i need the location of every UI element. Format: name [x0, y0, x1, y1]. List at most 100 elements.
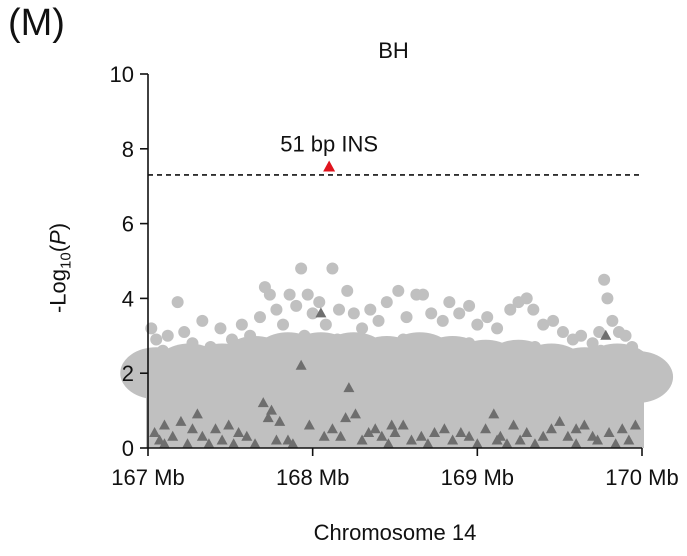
indel-point — [186, 423, 198, 434]
indel-point — [343, 382, 355, 393]
indel-point — [326, 423, 338, 434]
snp-point — [479, 352, 492, 365]
indel-point — [349, 408, 361, 419]
chart-title: BH — [378, 38, 409, 63]
snp-point — [481, 311, 494, 324]
indel-point — [287, 438, 299, 449]
snp-point — [520, 292, 533, 305]
indel-point — [363, 427, 375, 438]
indel-point — [303, 419, 315, 430]
y-tick-label: 0 — [122, 436, 134, 461]
indel-point — [501, 438, 513, 449]
indel-point — [429, 427, 441, 438]
indel-point — [480, 423, 492, 434]
snp-point — [593, 326, 606, 339]
indel-point — [610, 438, 622, 449]
indel-point — [514, 434, 526, 445]
snp-point — [214, 322, 227, 335]
x-tick-label: 168 Mb — [276, 465, 349, 490]
indel-point — [554, 415, 566, 426]
indel-point — [592, 434, 604, 445]
indel-point — [438, 423, 450, 434]
snp-point — [347, 307, 360, 320]
snp-point — [150, 333, 163, 346]
snp-point — [186, 337, 199, 350]
indel-point — [315, 307, 327, 318]
indel-point — [629, 419, 641, 430]
indel-point — [257, 397, 269, 408]
indel-point — [397, 419, 409, 430]
snp-point — [632, 352, 645, 365]
snp-point — [453, 307, 466, 320]
indel-point — [295, 359, 307, 370]
snp-point — [171, 296, 184, 309]
indel-point — [158, 419, 170, 430]
snp-point — [333, 303, 346, 316]
indel-point — [386, 419, 398, 430]
snp-point — [306, 307, 319, 320]
indel-point — [529, 438, 541, 449]
snp-point — [504, 303, 517, 316]
snp-point — [341, 284, 354, 297]
snp-point — [598, 273, 611, 286]
x-axis-label: Chromosome 14 — [313, 520, 477, 545]
snp-point — [528, 341, 541, 354]
snp-point — [380, 296, 393, 309]
indel-point — [149, 427, 161, 438]
indel-point — [623, 434, 635, 445]
indel-point — [570, 423, 582, 434]
snp-point — [547, 314, 560, 327]
snp-point — [601, 292, 614, 305]
indel-point — [241, 430, 253, 441]
indel-point — [203, 438, 215, 449]
snp-point — [253, 311, 266, 324]
snp-point — [281, 348, 294, 361]
indel-point — [270, 434, 282, 445]
snp-point — [244, 329, 257, 342]
indel-point — [282, 434, 294, 445]
snp-point — [627, 363, 640, 376]
indel-point — [182, 438, 194, 449]
indel-point — [233, 427, 245, 438]
x-tick-label: 169 Mb — [441, 465, 514, 490]
snp-point — [619, 329, 632, 342]
snp-point — [578, 359, 591, 372]
snp-point — [145, 322, 158, 335]
snp-point — [586, 337, 599, 350]
indel-point — [562, 430, 574, 441]
snp-point — [561, 352, 574, 365]
indel-point — [154, 434, 166, 445]
snp-point — [161, 329, 174, 342]
snp-point — [611, 355, 624, 368]
snp-point — [158, 352, 171, 365]
snp-point — [606, 314, 619, 327]
snp-point — [397, 333, 410, 346]
indel-point — [488, 408, 500, 419]
snp-point — [416, 288, 429, 301]
snp-point — [196, 314, 209, 327]
indel-point — [405, 434, 417, 445]
y-tick-label: 8 — [122, 137, 134, 162]
x-tick-label: 170 Mb — [605, 465, 678, 490]
indel-point — [570, 438, 582, 449]
snp-point — [436, 314, 449, 327]
snp-point — [594, 344, 607, 357]
indel-point — [249, 438, 261, 449]
indel-point — [369, 423, 381, 434]
y-tick-label: 6 — [122, 212, 134, 237]
snp-point — [314, 341, 327, 354]
indel-point — [578, 419, 590, 430]
snp-point — [364, 337, 377, 350]
snp-point — [204, 341, 217, 354]
highlight-label: 51 bp INS — [280, 132, 378, 157]
snp-point — [146, 359, 159, 372]
snp-point — [471, 318, 484, 331]
snp-point — [295, 262, 308, 275]
indel-point — [340, 412, 352, 423]
snp-point — [290, 299, 303, 312]
snp-point — [400, 311, 413, 324]
snp-point — [356, 322, 369, 335]
indel-point — [537, 430, 549, 441]
y-axis-label: -Log10(P) — [45, 222, 75, 314]
indel-point — [167, 430, 179, 441]
